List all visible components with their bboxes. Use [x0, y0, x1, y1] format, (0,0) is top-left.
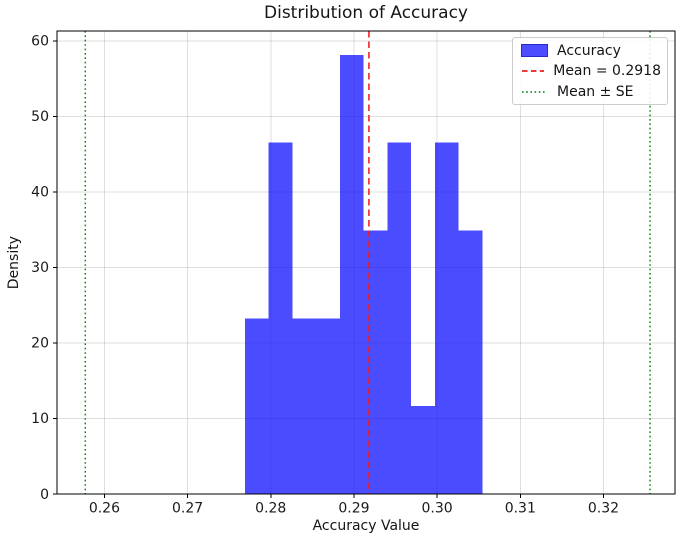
y-tick-label: 50	[31, 109, 49, 125]
legend-label-se: Mean ± SE	[557, 83, 634, 100]
histogram-bar	[292, 318, 317, 494]
y-tick-label: 40	[31, 185, 49, 201]
histogram-bar	[316, 318, 340, 494]
histogram-swatch	[521, 44, 548, 57]
chart-title: Distribution of Accuracy	[264, 3, 468, 23]
plot-border	[56, 30, 676, 495]
x-axis-label: Accuracy Value	[312, 518, 420, 534]
histogram-bar	[268, 142, 293, 494]
x-tick-label: 0.28	[255, 501, 286, 517]
y-tick-label: 30	[31, 260, 49, 276]
x-tick-label: 0.31	[505, 501, 536, 517]
histogram-bar	[411, 406, 435, 494]
se-line-sample	[522, 90, 547, 93]
x-tick-label: 0.27	[172, 501, 203, 517]
plot-area: 0.26 0.27 0.28 0.29 0.30 0.31 0.32 0 10 20 30 40 50 6…	[31, 30, 676, 517]
y-axis-label-wrap: Density	[4, 31, 24, 494]
y-tick-label: 20	[31, 336, 49, 352]
legend-item-accuracy: Accuracy	[521, 41, 661, 61]
histogram-bar	[244, 318, 269, 494]
y-tick-label: 0	[40, 487, 49, 503]
legend-label-accuracy: Accuracy	[557, 42, 621, 59]
x-tick-label: 0.32	[588, 501, 619, 517]
y-tick-label: 60	[31, 34, 49, 50]
histogram-bar	[387, 142, 412, 494]
histogram-bar	[363, 230, 388, 495]
x-tick-label: 0.30	[422, 501, 453, 517]
y-axis-label: Density	[6, 235, 22, 290]
y-tick-label: 10	[31, 411, 49, 427]
x-tick-label: 0.26	[89, 501, 120, 517]
x-tick-label: 0.29	[338, 501, 369, 517]
legend-item-mean: Mean = 0.2918	[521, 61, 661, 81]
histogram-bar	[434, 142, 459, 494]
mean-line-sample	[522, 70, 545, 72]
legend-label-mean: Mean = 0.2918	[553, 63, 661, 79]
legend-item-se: Mean ± SE	[521, 82, 661, 102]
histogram-bar	[458, 230, 483, 495]
legend: Accuracy Mean = 0.2918 Mean ± SE	[512, 37, 668, 105]
histogram-bar	[339, 54, 364, 494]
